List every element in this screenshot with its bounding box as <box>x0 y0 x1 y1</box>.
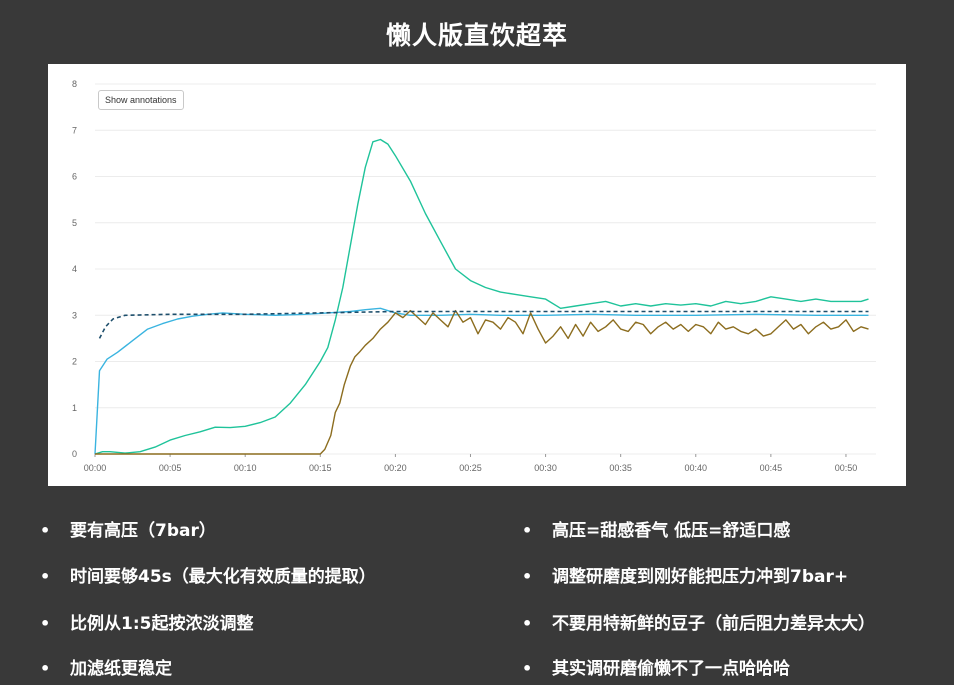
x-tick-label: 00:10 <box>234 463 257 473</box>
bullet-item: • 调整研磨度到刚好能把压力冲到7bar+ <box>522 562 848 587</box>
bullet-dot: • <box>522 659 533 678</box>
chart-panel: 0 1 2 3 4 5 6 7 8 00:00 00:05 00:10 00:15 00:20 00:25… <box>48 64 906 486</box>
bullet-item: • 比例从1:5起按浓淡调整 <box>40 609 253 634</box>
bullet-dot: • <box>40 659 51 678</box>
bullet-text: 加滤纸更稳定 <box>70 659 172 679</box>
x-tick-label: 00:50 <box>835 463 858 473</box>
bullet-text: 调整研磨度到刚好能把压力冲到7bar+ <box>552 567 849 587</box>
y-tick-label: 6 <box>72 172 77 182</box>
x-tick-label: 00:25 <box>459 463 482 473</box>
y-tick-label: 4 <box>72 264 77 274</box>
bullet-dot: • <box>40 614 51 633</box>
x-tick-label: 00:35 <box>609 463 632 473</box>
y-tick-label: 0 <box>72 449 77 459</box>
y-tick-label: 5 <box>72 218 77 228</box>
x-tick-label: 00:45 <box>760 463 783 473</box>
bullet-dot: • <box>522 614 533 633</box>
bullet-item: • 不要用特新鲜的豆子（前后阻力差异太大） <box>522 609 875 634</box>
bullet-text: 其实调研磨偷懒不了一点哈哈哈 <box>552 659 790 679</box>
series-line-3 <box>95 309 869 455</box>
show-annotations-button[interactable]: Show annotations <box>98 90 184 110</box>
x-tick-label: 00:05 <box>159 463 182 473</box>
bullet-dot: • <box>40 521 51 540</box>
x-tick-label: 00:40 <box>685 463 708 473</box>
series-line-1 <box>94 138 869 455</box>
bullet-item: • 要有高压（7bar） <box>40 516 216 541</box>
bullet-dot: • <box>522 567 533 586</box>
y-axis-ticks: 0 1 2 3 4 5 6 7 8 <box>72 79 77 459</box>
x-tick-label: 00:20 <box>384 463 407 473</box>
y-tick-label: 2 <box>72 357 77 367</box>
y-tick-label: 7 <box>72 125 77 135</box>
y-tick-label: 3 <box>72 310 77 320</box>
x-tick-label: 00:30 <box>534 463 557 473</box>
bullet-item: • 其实调研磨偷懒不了一点哈哈哈 <box>522 654 790 679</box>
bullet-item: • 高压=甜感香气 低压=舒适口感 <box>522 516 790 541</box>
pressure-flow-chart: 0 1 2 3 4 5 6 7 8 00:00 00:05 00:10 00:15 00:20 00:25… <box>72 79 876 473</box>
bullet-text: 时间要够45s（最大化有效质量的提取） <box>70 567 376 587</box>
bullet-text: 高压=甜感香气 低压=舒适口感 <box>552 521 791 541</box>
bullet-item: • 加滤纸更稳定 <box>40 654 172 679</box>
bullet-dot: • <box>522 521 533 540</box>
series-line-2 <box>94 307 869 455</box>
grid-lines <box>95 83 876 455</box>
bullet-text: 要有高压（7bar） <box>70 521 216 541</box>
x-tick-label: 00:15 <box>309 463 332 473</box>
series-lines <box>94 138 869 455</box>
bullet-dot: • <box>40 567 51 586</box>
bullet-text: 不要用特新鲜的豆子（前后阻力差异太大） <box>552 614 875 634</box>
bullet-item: • 时间要够45s（最大化有效质量的提取） <box>40 562 376 587</box>
x-tick-label: 00:00 <box>84 463 107 473</box>
slide-title: 懒人版直饮超萃 <box>385 21 568 50</box>
series-line-4 <box>98 310 869 339</box>
bullet-text: 比例从1:5起按浓淡调整 <box>70 614 254 634</box>
y-tick-label: 1 <box>72 403 77 413</box>
y-tick-label: 8 <box>72 79 77 89</box>
x-axis-ticks: 00:00 00:05 00:10 00:15 00:20 00:25 00:30 00:35… <box>84 454 857 473</box>
